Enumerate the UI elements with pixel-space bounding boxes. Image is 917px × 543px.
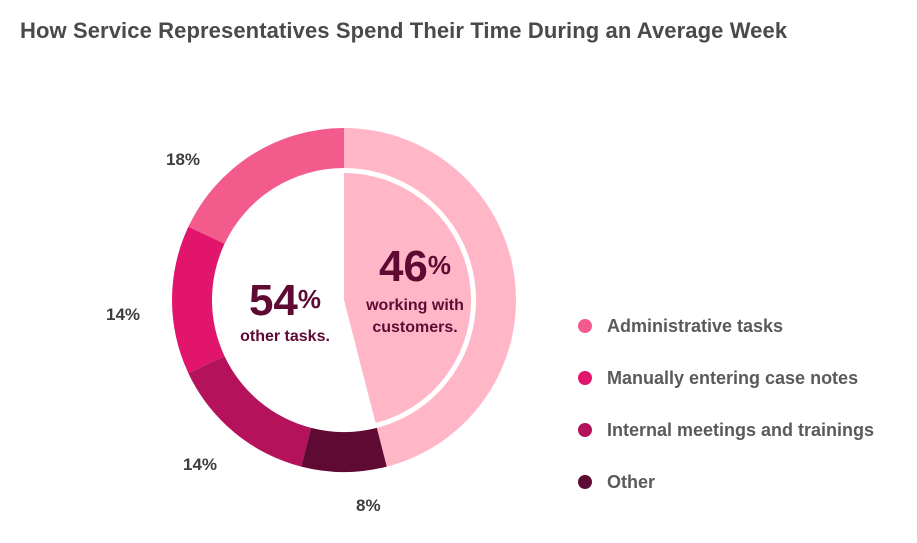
working-text-line2: customers. bbox=[372, 319, 458, 336]
other-tasks-callout: 54% other tasks. bbox=[225, 276, 345, 346]
legend-item-other: Other bbox=[578, 456, 874, 508]
ring-segment-administrative-tasks bbox=[188, 128, 344, 244]
segment-percent-label: 14% bbox=[106, 305, 141, 324]
legend-label: Administrative tasks bbox=[607, 315, 784, 336]
ring-segment-manually-entering-case-notes bbox=[171, 226, 225, 374]
legend-item-meetings: Internal meetings and trainings bbox=[578, 404, 874, 456]
legend-dot-icon bbox=[578, 319, 592, 333]
legend-dot-icon bbox=[578, 371, 592, 385]
legend-item-administrative: Administrative tasks bbox=[578, 300, 874, 352]
working-segment-ring bbox=[344, 128, 517, 467]
legend-dot-icon bbox=[578, 475, 592, 489]
chart-title: How Service Representatives Spend Their … bbox=[20, 18, 788, 43]
segment-percent-label: 8% bbox=[356, 496, 381, 515]
legend-label: Internal meetings and trainings bbox=[607, 419, 875, 440]
legend: Administrative tasks Manually entering c… bbox=[578, 300, 874, 508]
ring-segment-internal-meetings-and-trainings bbox=[188, 356, 312, 467]
legend-item-case-notes: Manually entering case notes bbox=[578, 352, 874, 404]
legend-label: Manually entering case notes bbox=[607, 367, 859, 388]
legend-label: Other bbox=[607, 471, 656, 492]
working-text-line1: working with bbox=[366, 297, 464, 314]
working-with-customers-callout: 46% working with customers. bbox=[350, 240, 480, 338]
segment-percent-label: 18% bbox=[166, 150, 201, 169]
ring-segment-other bbox=[301, 427, 387, 473]
legend-dot-icon bbox=[578, 423, 592, 437]
segment-percent-label: 14% bbox=[183, 455, 218, 474]
working-percent: 46% bbox=[350, 240, 480, 294]
other-tasks-value: 54 bbox=[248, 276, 298, 325]
other-tasks-percent-sign: % bbox=[297, 284, 322, 314]
working-value: 46 bbox=[378, 242, 428, 291]
working-segment-wedge bbox=[344, 173, 472, 424]
working-percent-sign: % bbox=[427, 250, 452, 280]
other-tasks-text: other tasks. bbox=[240, 328, 330, 345]
other-tasks-percent: 54% bbox=[225, 276, 345, 326]
